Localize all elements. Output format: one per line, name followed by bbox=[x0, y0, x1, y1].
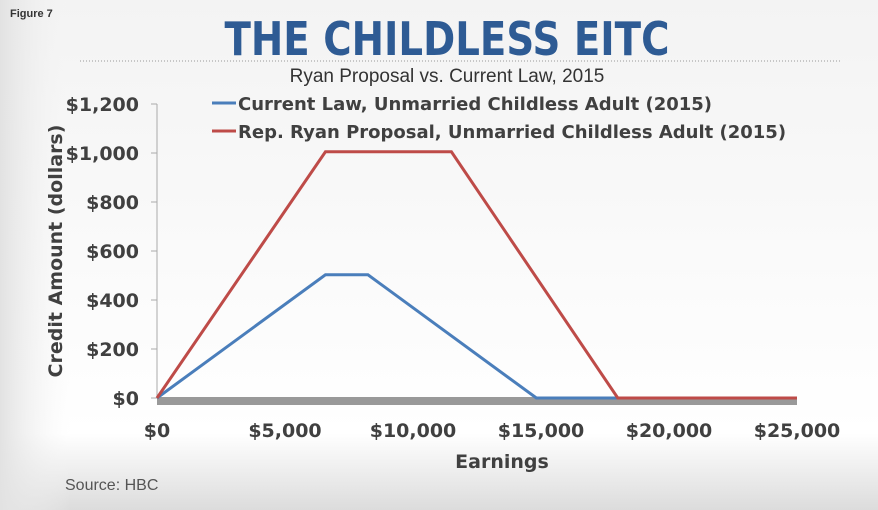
y-tick-label: $1,000 bbox=[66, 143, 139, 165]
y-tick-label: $400 bbox=[86, 290, 139, 312]
legend-label: Current Law, Unmarried Childless Adult (… bbox=[238, 94, 712, 115]
y-tick-label: $0 bbox=[113, 388, 139, 410]
x-tick-label: $0 bbox=[144, 420, 170, 442]
source-note: Source: HBC bbox=[65, 477, 158, 494]
x-tick-label: $15,000 bbox=[498, 420, 585, 442]
y-tick-label: $600 bbox=[86, 241, 139, 263]
y-tick-label: $800 bbox=[86, 192, 139, 214]
legend-label: Rep. Ryan Proposal, Unmarried Childless … bbox=[238, 122, 786, 143]
x-tick-label: $5,000 bbox=[248, 420, 321, 442]
x-axis-band bbox=[157, 397, 797, 405]
chart-subtitle: Ryan Proposal vs. Current Law, 2015 bbox=[290, 66, 605, 87]
y-tick-label: $1,200 bbox=[66, 94, 139, 116]
y-axis-label: Credit Amount (dollars) bbox=[45, 125, 67, 378]
x-tick-label: $20,000 bbox=[626, 420, 713, 442]
x-tick-label: $10,000 bbox=[370, 420, 457, 442]
series-line bbox=[155, 150, 797, 400]
chart-title: THE CHILDLESS EITC bbox=[225, 12, 670, 66]
x-tick-label: $25,000 bbox=[754, 420, 841, 442]
x-axis-label: Earnings bbox=[455, 451, 549, 473]
figure-label: Figure 7 bbox=[10, 8, 53, 20]
y-tick-label: $200 bbox=[86, 339, 139, 361]
